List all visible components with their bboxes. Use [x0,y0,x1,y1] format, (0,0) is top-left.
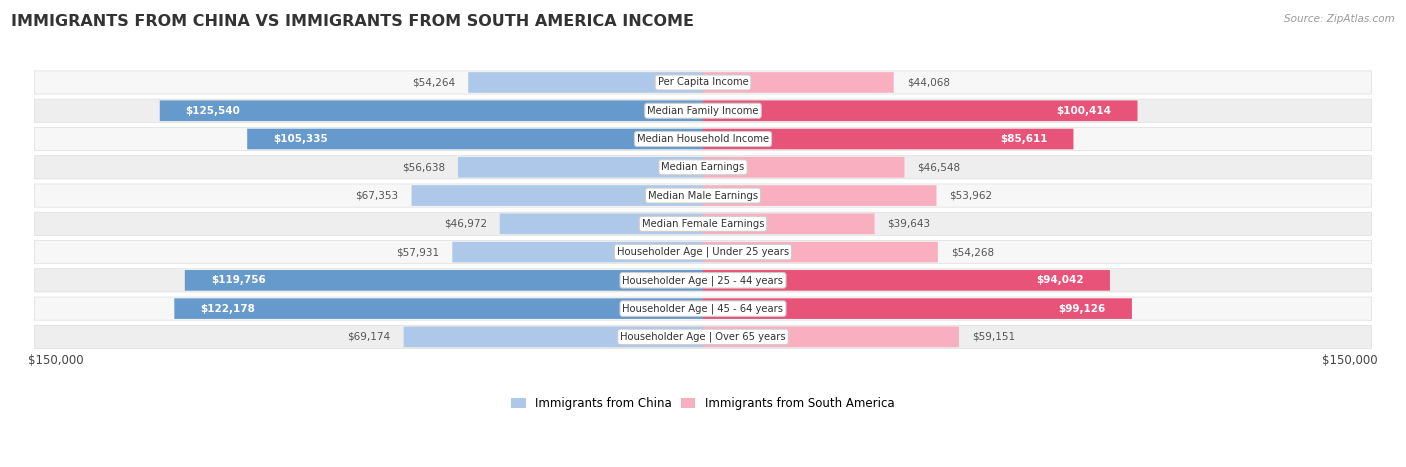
FancyBboxPatch shape [184,270,703,290]
Text: Median Household Income: Median Household Income [637,134,769,144]
FancyBboxPatch shape [35,156,1371,179]
Text: $54,268: $54,268 [950,247,994,257]
FancyBboxPatch shape [453,242,703,262]
Text: $46,548: $46,548 [917,162,960,172]
Text: $46,972: $46,972 [444,219,486,229]
FancyBboxPatch shape [703,242,938,262]
FancyBboxPatch shape [703,185,936,206]
Text: $94,042: $94,042 [1036,276,1084,285]
Text: $99,126: $99,126 [1059,304,1107,314]
FancyBboxPatch shape [247,129,703,149]
FancyBboxPatch shape [35,269,1371,292]
Text: $150,000: $150,000 [1323,354,1378,367]
FancyBboxPatch shape [35,99,1371,122]
FancyBboxPatch shape [35,241,1371,264]
Text: Source: ZipAtlas.com: Source: ZipAtlas.com [1284,14,1395,24]
FancyBboxPatch shape [458,157,703,177]
Text: $119,756: $119,756 [211,276,266,285]
Text: Per Capita Income: Per Capita Income [658,78,748,87]
FancyBboxPatch shape [703,213,875,234]
FancyBboxPatch shape [468,72,703,93]
Text: $54,264: $54,264 [412,78,456,87]
Text: $85,611: $85,611 [1000,134,1047,144]
FancyBboxPatch shape [499,213,703,234]
FancyBboxPatch shape [703,298,1132,319]
Text: $56,638: $56,638 [402,162,444,172]
FancyBboxPatch shape [35,212,1371,235]
FancyBboxPatch shape [160,100,703,121]
Text: $122,178: $122,178 [200,304,254,314]
FancyBboxPatch shape [35,325,1371,348]
Text: $100,414: $100,414 [1056,106,1112,116]
Text: Householder Age | 45 - 64 years: Householder Age | 45 - 64 years [623,304,783,314]
FancyBboxPatch shape [703,270,1109,290]
Text: $150,000: $150,000 [28,354,83,367]
Legend: Immigrants from China, Immigrants from South America: Immigrants from China, Immigrants from S… [506,392,900,415]
Text: $69,174: $69,174 [347,332,391,342]
Text: $44,068: $44,068 [907,78,949,87]
FancyBboxPatch shape [35,127,1371,150]
Text: Householder Age | 25 - 44 years: Householder Age | 25 - 44 years [623,275,783,286]
Text: Householder Age | Over 65 years: Householder Age | Over 65 years [620,332,786,342]
FancyBboxPatch shape [703,100,1137,121]
Text: IMMIGRANTS FROM CHINA VS IMMIGRANTS FROM SOUTH AMERICA INCOME: IMMIGRANTS FROM CHINA VS IMMIGRANTS FROM… [11,14,695,29]
Text: Median Family Income: Median Family Income [647,106,759,116]
Text: $125,540: $125,540 [186,106,240,116]
Text: $59,151: $59,151 [972,332,1015,342]
Text: $67,353: $67,353 [356,191,398,200]
Text: $53,962: $53,962 [949,191,993,200]
FancyBboxPatch shape [703,326,959,347]
FancyBboxPatch shape [703,157,904,177]
Text: Median Male Earnings: Median Male Earnings [648,191,758,200]
FancyBboxPatch shape [404,326,703,347]
FancyBboxPatch shape [35,71,1371,94]
FancyBboxPatch shape [174,298,703,319]
Text: Householder Age | Under 25 years: Householder Age | Under 25 years [617,247,789,257]
Text: Median Earnings: Median Earnings [661,162,745,172]
FancyBboxPatch shape [703,129,1073,149]
Text: $57,931: $57,931 [396,247,439,257]
FancyBboxPatch shape [412,185,703,206]
FancyBboxPatch shape [35,184,1371,207]
Text: Median Female Earnings: Median Female Earnings [641,219,765,229]
FancyBboxPatch shape [703,72,894,93]
Text: $39,643: $39,643 [887,219,931,229]
Text: $105,335: $105,335 [273,134,328,144]
FancyBboxPatch shape [35,297,1371,320]
